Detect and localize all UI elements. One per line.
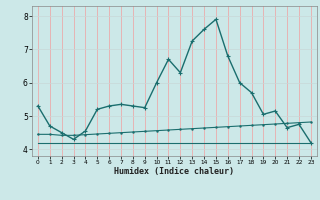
X-axis label: Humidex (Indice chaleur): Humidex (Indice chaleur) [115, 167, 234, 176]
